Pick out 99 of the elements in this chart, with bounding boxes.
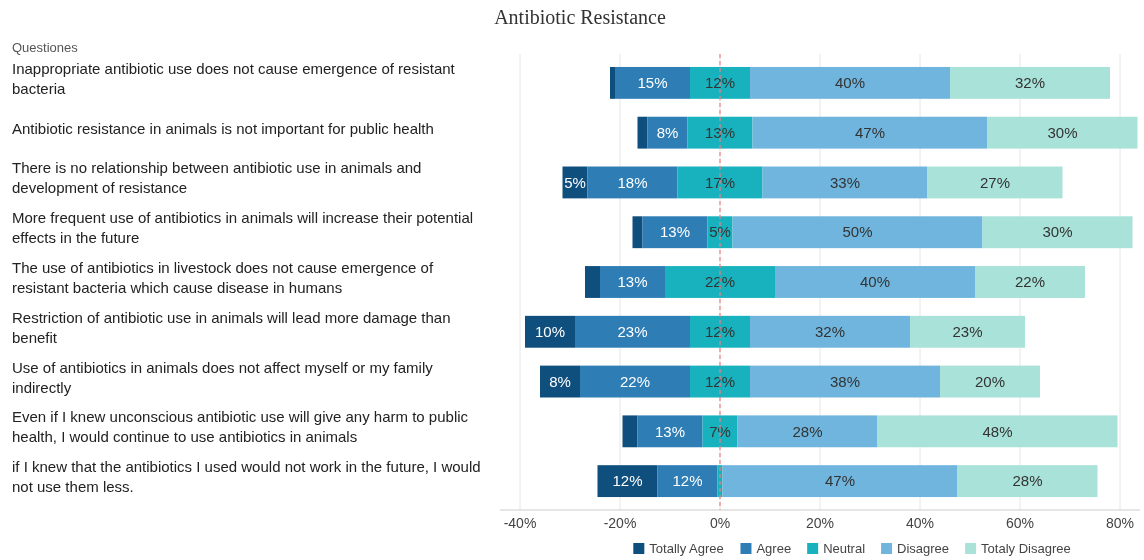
- y-tick-label: The use of antibiotics in livestock does not cause emergence of resistant bacteria which cause disease in humans: [12, 259, 434, 296]
- bar: [975, 266, 1085, 298]
- data-label: 15%: [637, 74, 668, 92]
- bar: [722, 465, 958, 498]
- y-tick-label: There is no relationship between antibiotic use in animals and development of resistance: [12, 159, 422, 197]
- data-label: 48%: [982, 422, 1013, 440]
- x-tick-label: 60%: [1005, 515, 1035, 531]
- data-label: 8%: [549, 372, 571, 390]
- bar: [587, 166, 678, 199]
- data-label: 32%: [814, 323, 846, 341]
- x-tick-label: 80%: [1105, 515, 1135, 531]
- bar: [732, 216, 983, 249]
- bar: [762, 166, 928, 199]
- bar: [687, 116, 753, 149]
- y-tick-label: Antibiotic resistance in animals is not important for public health: [12, 119, 434, 137]
- bar: [950, 66, 1110, 99]
- legend-label: Disagree: [897, 541, 950, 556]
- data-label: 30%: [1042, 223, 1073, 241]
- data-label: 13%: [659, 223, 691, 241]
- data-label: 50%: [842, 223, 873, 241]
- data-label: 17%: [704, 173, 736, 191]
- chart-title: Antibiotic Resistance: [494, 6, 666, 28]
- bar: [987, 116, 1138, 149]
- data-label: 12%: [704, 372, 736, 390]
- bar: [957, 465, 1098, 498]
- y-tick-label: Use of antibiotics in animals does not affect myself or my family indirectly: [12, 358, 434, 396]
- bar: [632, 216, 643, 249]
- data-label: 10%: [534, 323, 566, 341]
- bar: [940, 365, 1040, 398]
- data-label: 12%: [704, 323, 736, 341]
- y-tick-label: Restriction of antibiotic use in animals will lead more damage than benefit: [12, 308, 451, 346]
- bar: [752, 116, 988, 149]
- data-label: 28%: [792, 422, 823, 440]
- bar: [750, 365, 940, 398]
- data-label: 22%: [619, 372, 651, 390]
- data-label: 12%: [704, 74, 736, 92]
- bar: [637, 116, 648, 149]
- data-label: 40%: [834, 74, 866, 92]
- data-label: 22%: [1014, 273, 1046, 291]
- data-label: 7%: [709, 422, 731, 440]
- y-tick-label: More frequent use of antibiotics in animals will increase their potential effects in the future: [12, 209, 474, 247]
- bar: [877, 415, 1118, 448]
- y-tick-label: if I knew that the antibiotics I used would not work in the future, I would not use them less.: [12, 458, 481, 496]
- x-tick-label: 20%: [805, 515, 835, 531]
- data-label: 38%: [829, 372, 861, 390]
- x-tick-label: 40%: [905, 515, 935, 531]
- bar: [642, 216, 708, 249]
- data-label: 27%: [979, 173, 1011, 191]
- legend-label: Neutral: [823, 541, 866, 556]
- bar: [750, 66, 950, 99]
- data-label: 33%: [829, 173, 861, 191]
- legend-label: Totally Agree: [649, 541, 724, 556]
- data-label: 13%: [617, 273, 648, 291]
- data-label: 20%: [974, 372, 1006, 390]
- data-label: 47%: [824, 472, 856, 490]
- bar: [690, 315, 750, 348]
- data-label: 8%: [656, 123, 679, 141]
- y-tick-label: Inappropriate antibiotic use does not cause emergence of resistant bacteria: [12, 59, 456, 97]
- y-axis-title: Questiones: [12, 40, 79, 55]
- bar: [580, 365, 690, 398]
- legend-label: Agree: [756, 541, 792, 556]
- bar: [690, 66, 750, 99]
- bar: [737, 415, 878, 448]
- data-label: 30%: [1047, 123, 1078, 141]
- data-label: 12%: [672, 472, 703, 490]
- bar: [910, 315, 1025, 348]
- data-label: 13%: [654, 422, 686, 440]
- bar: [575, 315, 690, 348]
- bar: [597, 465, 658, 498]
- bar: [750, 315, 910, 348]
- bar: [622, 415, 638, 448]
- bar: [927, 166, 1063, 199]
- bar: [610, 66, 615, 99]
- data-label: 5%: [709, 223, 731, 241]
- bar: [585, 266, 600, 298]
- bar: [637, 415, 703, 448]
- x-tick-label: -40%: [503, 515, 537, 531]
- bar: [600, 266, 665, 298]
- data-label: 12%: [612, 472, 643, 490]
- data-label: 28%: [1012, 472, 1043, 490]
- data-label: 23%: [952, 323, 983, 341]
- bar: [775, 266, 975, 298]
- bar: [615, 66, 690, 99]
- data-label: 18%: [617, 173, 648, 191]
- data-label: 23%: [617, 323, 648, 341]
- data-label: 47%: [854, 123, 886, 141]
- data-label: 40%: [859, 273, 891, 291]
- data-label: 22%: [704, 273, 736, 291]
- data-label: 13%: [704, 123, 736, 141]
- legend-label: Totaly Disagree: [981, 541, 1071, 556]
- bar: [982, 216, 1133, 249]
- bar: [665, 266, 775, 298]
- data-label: 32%: [1014, 74, 1046, 92]
- data-label: 5%: [564, 173, 586, 191]
- y-tick-label: Even if I knew unconscious antibiotic use will give any harm to public health, I would continue to use antibiotics in animals: [12, 408, 469, 446]
- bar: [657, 465, 718, 498]
- x-tick-label: -20%: [603, 515, 637, 531]
- bar: [677, 166, 763, 199]
- x-tick-label: 0%: [709, 515, 731, 531]
